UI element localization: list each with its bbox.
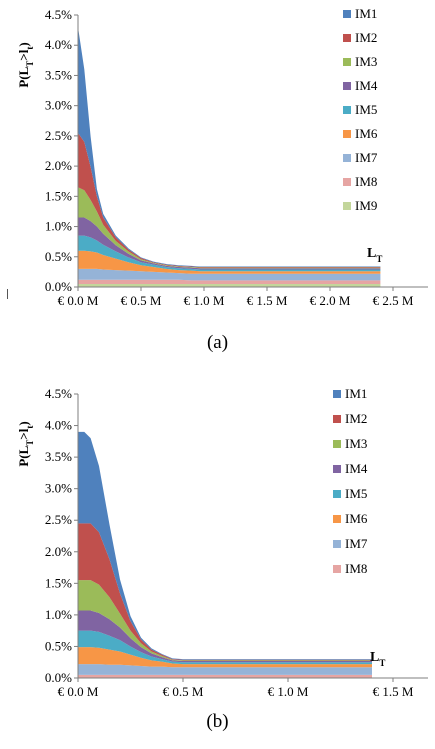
- legend-swatch-im6: [343, 130, 351, 138]
- area-im9: [78, 283, 381, 287]
- y-tick-label: 1.0%: [45, 219, 72, 234]
- y-tick-label: 3.0%: [45, 481, 72, 496]
- chart-b: 0.0% 0.5% 1.0% 1.5% 2.0% 2.5% 3.0% 3.5% 4.0% 4.5%…: [0, 372, 435, 702]
- x-tick-label: € 1.0 M: [184, 293, 225, 308]
- legend-label-im3: IM3: [345, 436, 367, 451]
- caption-a: (a): [206, 332, 229, 353]
- legend-label-im6: IM6: [355, 126, 378, 141]
- legend-label-im5: IM5: [355, 102, 377, 117]
- y-tick-label: 2.0%: [45, 158, 72, 173]
- legend-label-im9: IM9: [355, 198, 377, 213]
- y-tick-label: 3.5%: [45, 449, 72, 464]
- area-im6: [78, 250, 381, 274]
- y-tick-label: 1.5%: [45, 575, 72, 590]
- legend-label-im8: IM8: [345, 561, 367, 576]
- y-tick-label: 3.0%: [45, 98, 72, 113]
- legend-label-im4: IM4: [345, 461, 368, 476]
- legend-swatch-im1: [343, 10, 351, 18]
- legend-label-im3: IM3: [355, 54, 377, 69]
- x-axis-label: LT: [367, 246, 382, 264]
- y-tick-label: 3.5%: [45, 67, 72, 82]
- x-tick-label: € 1.5 M: [373, 684, 414, 699]
- chart-svg-a: 0.0% 0.5% 1.0% 1.5% 2.0% 2.5% 3.0% 3.5% 4.0% 4.5%…: [16, 6, 428, 308]
- legend-label-im7: IM7: [355, 150, 378, 165]
- legend-swatch-im7: [333, 540, 341, 548]
- y-tick-label: 0.5%: [45, 249, 72, 264]
- area-im7: [78, 664, 372, 675]
- legend-swatch-im3: [333, 440, 341, 448]
- x-tick-label: € 0.5 M: [121, 293, 162, 308]
- y-tick-label: 0.5%: [45, 638, 72, 653]
- y-tick-label: 1.5%: [45, 188, 72, 203]
- y-tick-label: 2.5%: [45, 512, 72, 527]
- legend-label-im1: IM1: [355, 6, 377, 21]
- x-tick-label: € 0.0 M: [58, 684, 99, 699]
- stray-mark: [7, 289, 8, 299]
- x-tick-label: € 2.0 M: [310, 293, 351, 308]
- chart-a: 0.0% 0.5% 1.0% 1.5% 2.0% 2.5% 3.0% 3.5% 4.0% 4.5%…: [0, 0, 435, 330]
- legend-swatch-im4: [333, 465, 341, 473]
- y-tick-label: 4.0%: [45, 418, 72, 433]
- legend-swatch-im2: [343, 34, 351, 42]
- legend-swatch-im1: [333, 390, 341, 398]
- area-im1: [78, 27, 381, 268]
- legend-label-im8: IM8: [355, 174, 377, 189]
- x-tick-label: € 1.0 M: [268, 684, 309, 699]
- area-im6: [78, 647, 372, 668]
- legend-label-im2: IM2: [345, 411, 367, 426]
- x-tick-label: € 2.5 M: [373, 293, 414, 308]
- y-tick-label: 1.0%: [45, 607, 72, 622]
- legend-swatch-im5: [343, 106, 351, 114]
- area-im7: [78, 268, 381, 281]
- legend-swatch-im6: [333, 515, 341, 523]
- legend-swatch-im8: [333, 565, 341, 573]
- y-axis-label: P(LT>lt): [16, 42, 35, 87]
- x-tick-label: € 0.0 M: [58, 293, 99, 308]
- legend-swatch-im5: [333, 490, 341, 498]
- legend-label-im6: IM6: [345, 511, 368, 526]
- caption-b: (b): [206, 711, 229, 732]
- legend-label-im5: IM5: [345, 486, 367, 501]
- legend-swatch-im8: [343, 178, 351, 186]
- chart-svg-b: 0.0% 0.5% 1.0% 1.5% 2.0% 2.5% 3.0% 3.5% 4.0% 4.5%…: [16, 386, 428, 699]
- legend-swatch-im7: [343, 154, 351, 162]
- y-tick-label: 0.0%: [45, 279, 72, 294]
- x-tick-label: € 1.5 M: [247, 293, 288, 308]
- legend-swatch-im3: [343, 58, 351, 66]
- legend-swatch-im9: [343, 202, 351, 210]
- area-im8: [78, 279, 381, 284]
- legend-label-im2: IM2: [355, 30, 377, 45]
- legend-swatch-im4: [343, 82, 351, 90]
- y-tick-label: 4.5%: [45, 7, 72, 22]
- legend-label-im1: IM1: [345, 386, 367, 401]
- area-im8: [78, 674, 372, 678]
- y-tick-label: 4.5%: [45, 386, 72, 401]
- y-tick-label: 2.5%: [45, 128, 72, 143]
- y-tick-label: 2.0%: [45, 544, 72, 559]
- y-axis-label: P(LT>lt): [16, 421, 35, 466]
- y-tick-label: 0.0%: [45, 670, 72, 685]
- y-tick-label: 4.0%: [45, 37, 72, 52]
- legend-label-im7: IM7: [345, 536, 368, 551]
- x-tick-label: € 0.5 M: [163, 684, 204, 699]
- legend-label-im4: IM4: [355, 78, 378, 93]
- x-axis-label: LT: [370, 650, 385, 668]
- legend-swatch-im2: [333, 415, 341, 423]
